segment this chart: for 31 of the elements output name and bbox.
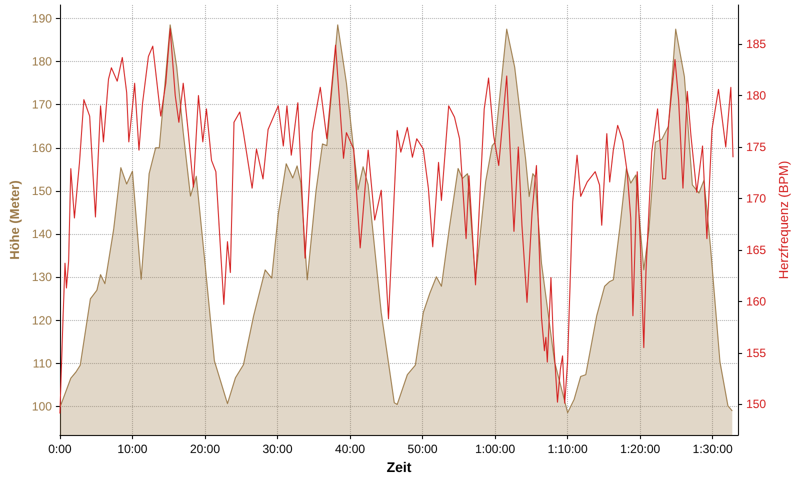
y-tick-label: 130 <box>32 270 52 284</box>
x-tick-label: 20:00 <box>190 442 220 456</box>
y-tick-label: 110 <box>32 356 52 370</box>
y-tick-label: 180 <box>32 54 52 69</box>
x-tick-label: 1:00:00 <box>475 442 516 456</box>
y2-tick-label: 165 <box>746 242 766 257</box>
y2-tick-label: 155 <box>746 346 766 360</box>
y2-axis-title: Herzfrequenz (BPM) <box>776 160 791 280</box>
y2-tick-label: 185 <box>746 37 766 52</box>
y-tick-label: 100 <box>32 400 52 414</box>
y-tick-label: 160 <box>32 140 52 155</box>
x-tick-label: 10:00 <box>117 442 148 456</box>
y2-tick-label: 170 <box>746 191 766 206</box>
x-tick-label: 1:30:00 <box>692 442 734 456</box>
x-tick-label: 40:00 <box>335 442 366 456</box>
y-tick-label: 140 <box>32 227 52 242</box>
y-tick-label: 150 <box>32 184 52 198</box>
y-axis-title: Höhe (Meter) <box>7 180 22 260</box>
x-axis-title: Zeit <box>386 459 412 475</box>
y2-tick-label: 160 <box>746 294 766 308</box>
x-tick-label: 0:00 <box>48 442 72 456</box>
y2-tick-label: 150 <box>746 397 766 412</box>
x-tick-label: 30:00 <box>262 442 293 456</box>
y-tick-label: 170 <box>32 98 52 112</box>
y2-tick-label: 175 <box>746 140 766 154</box>
y2-tick-label: 180 <box>746 88 766 103</box>
y-tick-label: 120 <box>32 313 52 328</box>
x-tick-label: 1:10:00 <box>548 442 588 456</box>
x-tick-label: 1:20:00 <box>620 442 661 456</box>
x-tick-label: 50:00 <box>408 442 438 456</box>
y-tick-label: 190 <box>32 11 52 26</box>
